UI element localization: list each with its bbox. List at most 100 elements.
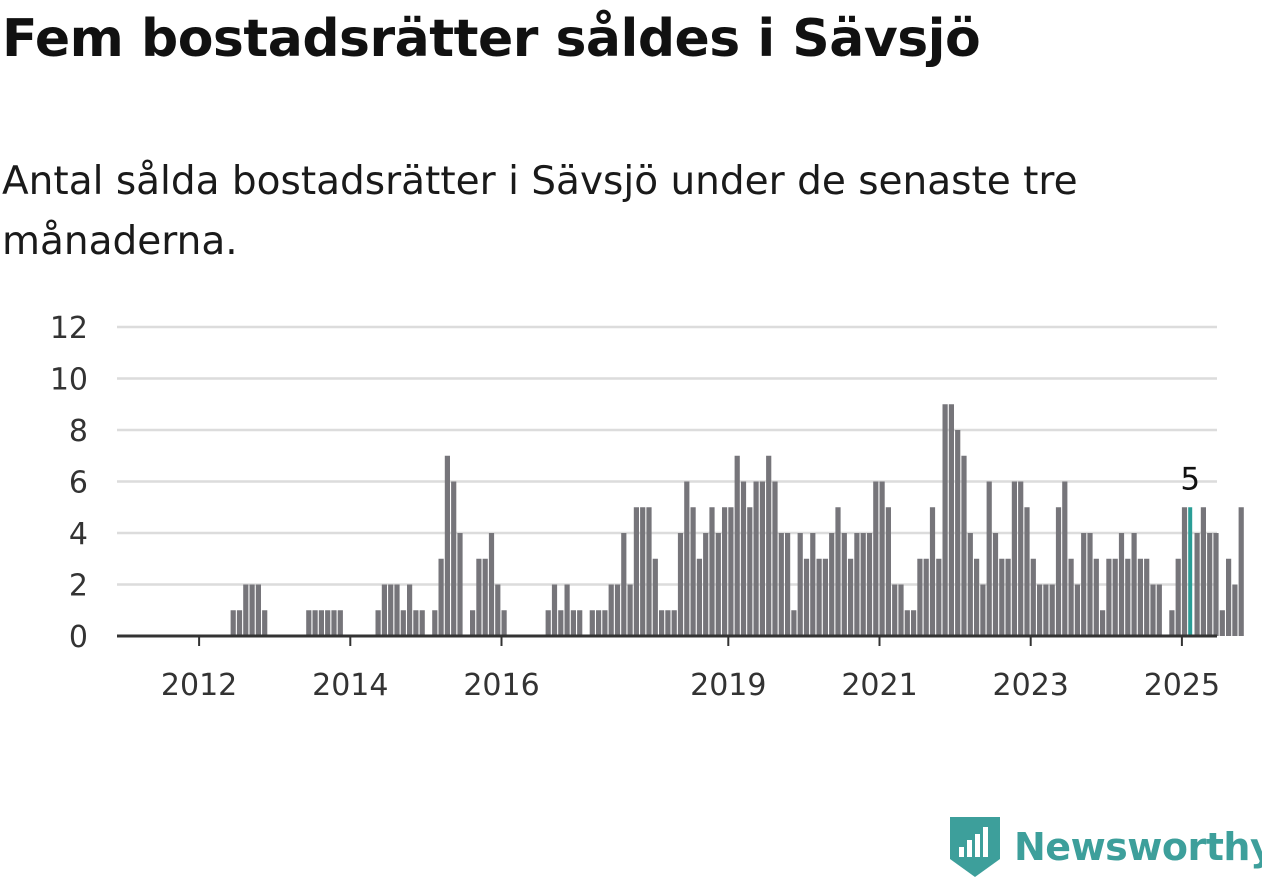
bar <box>1144 558 1150 636</box>
bar <box>1106 558 1112 636</box>
bar <box>1200 507 1206 636</box>
bar <box>375 610 381 636</box>
bar <box>766 455 772 636</box>
bar <box>955 430 961 636</box>
x-axis-ticks: 2012 2014 2016 2019 2021 2023 2025 <box>161 668 1220 703</box>
bar <box>394 584 400 636</box>
bar <box>545 610 551 636</box>
bar <box>570 610 576 636</box>
bar <box>747 507 753 636</box>
bar <box>558 610 564 636</box>
bar <box>1175 558 1181 636</box>
bar <box>1093 558 1099 636</box>
bar <box>1018 481 1024 636</box>
bar <box>419 610 425 636</box>
bar <box>457 533 463 636</box>
bar <box>992 533 999 636</box>
bar <box>948 404 954 636</box>
bar <box>848 558 854 636</box>
bar <box>715 533 721 636</box>
bar <box>621 533 627 636</box>
bar <box>904 610 910 636</box>
bar <box>614 584 621 636</box>
bar <box>407 584 413 636</box>
x-axis <box>117 634 1217 646</box>
page-subtitle: Antal sålda bostadsrätter i Sävsjö under… <box>2 159 1078 264</box>
x-tick-label: 2014 <box>312 668 388 703</box>
y-tick-label: 0 <box>69 620 88 655</box>
bar <box>602 610 608 636</box>
bar <box>646 507 652 636</box>
bar <box>1156 584 1162 636</box>
bar-highlighted <box>1188 507 1193 636</box>
bar <box>400 610 406 636</box>
bar <box>262 610 268 636</box>
bar <box>627 584 633 636</box>
x-tick-label: 2023 <box>993 668 1069 703</box>
bar <box>243 584 249 636</box>
x-tick-label: 2019 <box>690 668 766 703</box>
x-tick-label: 2012 <box>161 668 237 703</box>
bar <box>1043 584 1049 636</box>
bar <box>810 533 816 636</box>
bar <box>1100 610 1106 636</box>
bar <box>1068 558 1074 636</box>
bar <box>388 584 394 636</box>
bar <box>873 481 879 636</box>
bar <box>1232 584 1238 636</box>
page-title: Fem bostadsrätter såldes i Sävsjö <box>2 9 981 69</box>
bar <box>879 481 885 636</box>
annotations: 5 <box>1180 461 1200 497</box>
bar <box>596 610 602 636</box>
bar <box>1081 533 1087 636</box>
bar <box>432 610 438 636</box>
bar <box>986 481 992 636</box>
bar <box>816 558 822 636</box>
bar <box>1112 558 1118 636</box>
bar <box>1074 584 1080 636</box>
bar <box>381 584 387 636</box>
bar <box>470 610 476 636</box>
bar <box>444 455 450 636</box>
bar <box>722 507 728 636</box>
bar <box>1169 610 1175 636</box>
bar <box>854 533 860 636</box>
bar <box>703 533 709 636</box>
bar <box>841 533 847 636</box>
bar <box>1030 558 1036 636</box>
bar <box>690 507 696 636</box>
bar <box>640 507 646 636</box>
y-tick-label: 4 <box>69 517 88 552</box>
bar <box>476 558 482 636</box>
bar <box>1238 507 1244 636</box>
bar <box>589 610 595 636</box>
bar <box>980 584 986 636</box>
bar <box>999 558 1005 636</box>
newsworthy-logo-icon <box>950 817 1000 877</box>
bar <box>961 455 967 636</box>
bar <box>325 610 331 636</box>
bar <box>230 610 236 636</box>
y-tick-label: 2 <box>69 569 88 604</box>
bar <box>577 610 583 636</box>
bar <box>923 558 929 636</box>
bar <box>917 558 923 636</box>
bar <box>892 584 898 636</box>
bar <box>1226 558 1232 636</box>
bar <box>1150 584 1156 636</box>
bar <box>451 481 457 636</box>
bar <box>791 610 797 636</box>
x-tick-label: 2025 <box>1144 668 1220 703</box>
bar <box>1125 558 1131 636</box>
bar <box>665 610 671 636</box>
bar <box>495 584 501 636</box>
y-tick-label: 8 <box>69 414 88 449</box>
bar <box>803 558 810 636</box>
bar <box>772 481 778 636</box>
y-axis-ticks: 0 2 4 6 8 10 12 <box>50 311 88 655</box>
bar <box>633 507 639 636</box>
bar <box>551 584 558 636</box>
bar <box>734 455 740 636</box>
bar <box>911 610 917 636</box>
bar <box>331 610 337 636</box>
